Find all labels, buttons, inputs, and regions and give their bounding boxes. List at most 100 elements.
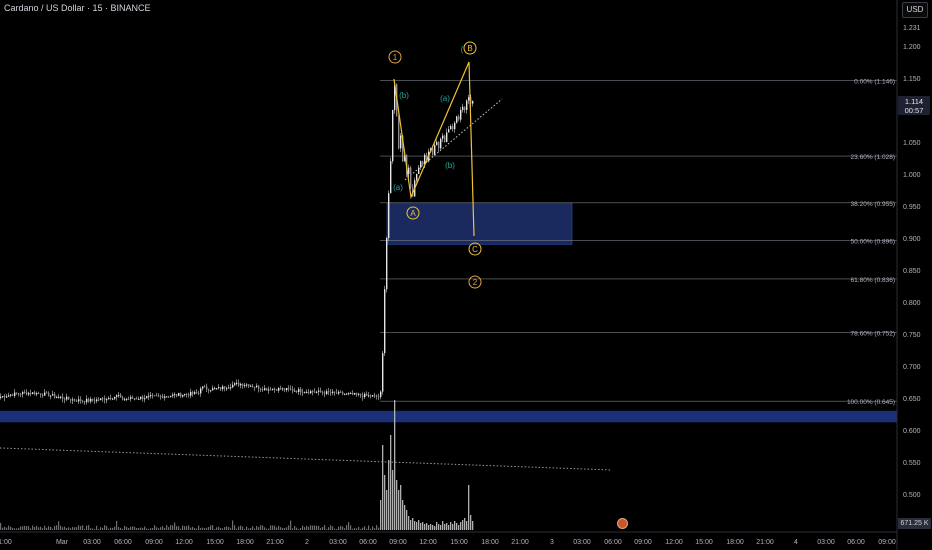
price-axis[interactable]: 1.2311.2001.1501.1001.0501.0000.9500.900…: [896, 0, 932, 550]
candle-body: [448, 129, 450, 133]
volume-bar: [28, 526, 30, 530]
volume-bar: [272, 525, 274, 530]
volume-bar: [376, 525, 378, 530]
volume-bar: [382, 445, 384, 530]
volume-bar: [264, 527, 266, 530]
volume-bar: [242, 526, 244, 530]
volume-bar: [398, 490, 400, 530]
fib-label: 78.60% (0.752): [851, 331, 895, 338]
volume-bar: [12, 527, 14, 530]
candle-body: [176, 394, 178, 396]
volume-bar: [220, 528, 222, 530]
candle-body: [230, 387, 232, 389]
candle-body: [208, 389, 210, 391]
candle-body: [108, 397, 110, 400]
candle-body: [38, 392, 40, 394]
volume-bar: [160, 527, 162, 530]
candle-body: [168, 396, 170, 398]
time-tick: 21:00: [756, 539, 774, 546]
volume-bar: [430, 524, 432, 530]
volume-bar: [248, 528, 250, 530]
volume-bar: [282, 528, 284, 530]
candle-body: [220, 387, 222, 390]
time-tick: 09:00: [145, 539, 163, 546]
volume-bar: [458, 525, 460, 530]
candle-body: [26, 392, 28, 395]
volume-bar: [136, 528, 138, 530]
volume-bar: [462, 520, 464, 530]
volume-bar: [34, 526, 36, 530]
volume-bar: [290, 520, 292, 530]
candle-body: [44, 392, 46, 396]
volume-bar: [128, 528, 130, 530]
volume-bar: [268, 528, 270, 530]
time-tick: 21:00: [266, 539, 284, 546]
volume-bar: [250, 527, 252, 530]
candle-body: [130, 397, 132, 399]
fib-label: 38.20% (0.955): [851, 201, 895, 208]
candle-body: [76, 400, 78, 402]
candle-body: [376, 395, 378, 397]
candle-body: [58, 396, 60, 398]
volume-bar: [360, 528, 362, 530]
candle-body: [242, 383, 244, 386]
candle-body: [298, 389, 300, 393]
candle-body: [276, 389, 278, 391]
volume-bar: [218, 526, 220, 530]
candle-body: [102, 398, 104, 400]
volume-bar: [344, 528, 346, 530]
candle-body: [426, 154, 428, 162]
zone-lower: [0, 410, 897, 423]
volume-bar: [470, 515, 472, 530]
volume-bar: [276, 527, 278, 530]
volume-bar: [48, 526, 50, 530]
wave-sub-a2: (a): [440, 94, 450, 103]
candle-body: [362, 395, 364, 398]
time-tick: 03:00: [329, 539, 347, 546]
candle-body: [162, 395, 164, 398]
volume-bar: [452, 524, 454, 530]
volume-bar: [92, 528, 94, 530]
volume-bar: [314, 525, 316, 530]
candle-body: [226, 388, 228, 390]
candle-body: [122, 397, 124, 400]
candle-body: [84, 401, 86, 403]
volume-bar: [90, 528, 92, 530]
candle-body: [4, 396, 6, 398]
candle-body: [372, 395, 374, 397]
volume-bar: [232, 520, 234, 530]
candle-body: [352, 392, 354, 395]
volume-bar: [60, 525, 62, 530]
time-tick: 4: [794, 539, 798, 546]
event-marker-icon[interactable]: [617, 518, 628, 529]
volume-bar: [394, 400, 396, 530]
volume-bar: [74, 527, 76, 530]
volume-bar: [424, 524, 426, 530]
candle-body: [262, 389, 264, 391]
volume-bar: [36, 525, 38, 530]
currency-button[interactable]: USD: [902, 2, 928, 18]
time-axis[interactable]: 21:00Mar03:0006:0009:0012:0015:0018:0021…: [0, 531, 897, 546]
candle-body: [112, 398, 114, 400]
candle-body: [194, 392, 196, 394]
volume-bar: [66, 527, 68, 530]
candle-body: [416, 174, 418, 181]
candle-body: [132, 397, 134, 399]
candle-body: [356, 392, 358, 395]
fib-label: 0.00% (1.146): [854, 79, 895, 86]
candle-body: [364, 393, 366, 398]
volume-bar: [134, 526, 136, 530]
volume-bar: [308, 526, 310, 530]
candle-body: [310, 391, 312, 394]
candle-body: [302, 392, 304, 394]
price-tick: 0.600: [903, 428, 921, 435]
price-tick: 1.200: [903, 44, 921, 51]
candle-body: [278, 388, 280, 391]
volume-bar: [416, 522, 418, 530]
fib-label: 61.80% (0.836): [851, 277, 895, 284]
candle-body: [160, 395, 162, 397]
volume-bar: [130, 526, 132, 530]
candle-body: [42, 394, 44, 396]
volume-bar: [274, 525, 276, 530]
